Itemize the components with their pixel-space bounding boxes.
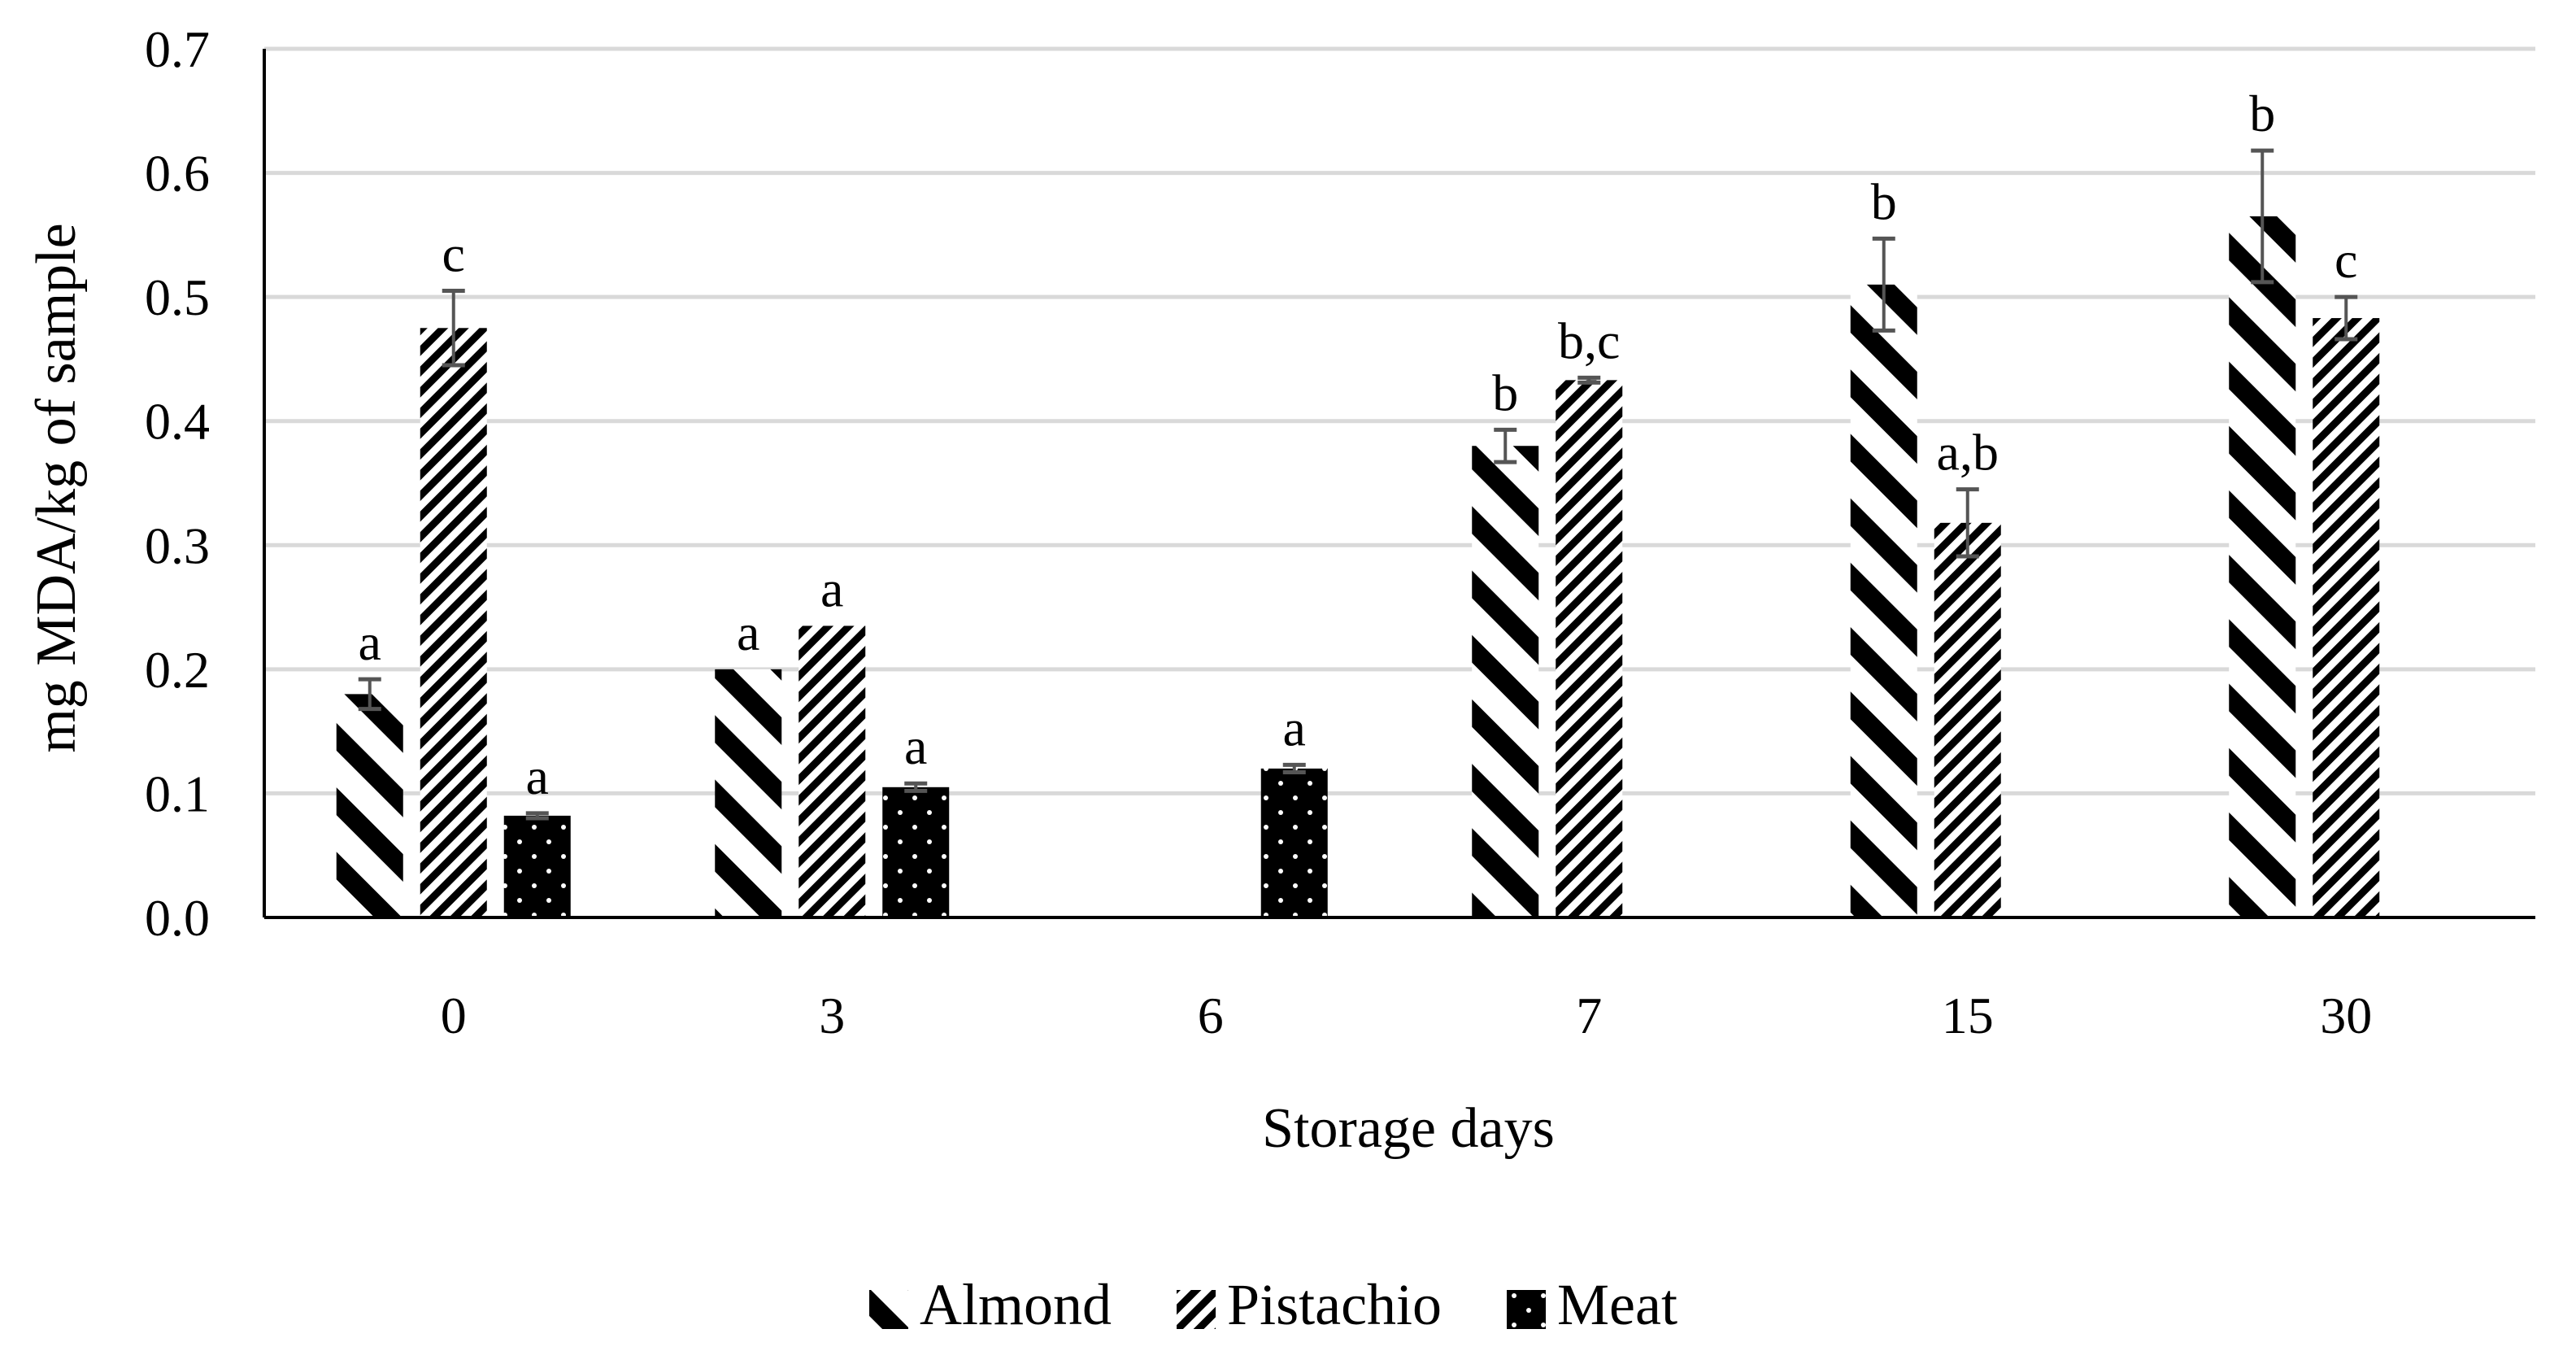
significance-label: c — [442, 225, 465, 283]
bar-almond — [2229, 216, 2296, 917]
legend-label: Pistachio — [1227, 1272, 1442, 1337]
x-tick-label: 7 — [1576, 987, 1602, 1044]
x-tick-label: 3 — [819, 987, 845, 1044]
bar-pistachio — [420, 328, 487, 917]
bar-pistachio — [1934, 522, 2001, 917]
x-tick-label: 6 — [1198, 987, 1224, 1044]
bar-meat — [1260, 768, 1328, 917]
bar-pistachio — [1556, 380, 1623, 917]
legend: Almond Pistachio Meat — [869, 1272, 1677, 1337]
y-tick-label: 0.3 — [145, 516, 210, 574]
legend-label: Meat — [1557, 1272, 1677, 1337]
significance-label: b — [2249, 85, 2275, 142]
significance-label: a — [904, 717, 927, 775]
legend-swatch — [1507, 1290, 1547, 1329]
legend-swatch — [1177, 1290, 1216, 1329]
y-tick-label: 0.4 — [145, 393, 210, 451]
significance-label: b — [1871, 172, 1897, 230]
x-tick-label: 0 — [441, 987, 467, 1044]
y-axis-title: mg MDA/kg of sample — [25, 223, 88, 752]
y-tick-label: 0.2 — [145, 641, 210, 699]
bar-almond — [336, 694, 403, 917]
significance-label: c — [2334, 231, 2357, 289]
x-tick-label: 15 — [1942, 987, 1994, 1044]
significance-label: b — [1492, 364, 1518, 421]
legend-swatch — [869, 1290, 909, 1329]
y-tick-label: 0.0 — [145, 889, 210, 947]
legend-item-pistachio: Pistachio — [1177, 1272, 1442, 1337]
bar-pistachio — [798, 625, 866, 917]
significance-label: a — [737, 604, 759, 661]
gridlines — [264, 46, 2535, 795]
x-axis-title: Storage days — [1262, 1097, 1555, 1160]
y-tick-label: 0.1 — [145, 765, 210, 822]
significance-label: a — [1283, 699, 1306, 756]
bar-meat — [503, 815, 571, 917]
bar-almond — [715, 669, 782, 917]
bars — [336, 216, 2380, 918]
bar-almond — [1472, 446, 1539, 917]
y-tick-label: 0.5 — [145, 268, 210, 326]
bar-meat — [882, 787, 950, 917]
x-axis-ticks: 0 3 6 7 15 30 — [441, 987, 2373, 1044]
error-bars — [358, 148, 2358, 821]
significance-labels: a c a a a a a b b,c b a,b b c — [359, 85, 2358, 805]
significance-label: a — [526, 747, 549, 805]
significance-label: a — [359, 613, 381, 671]
legend-item-meat: Meat — [1507, 1272, 1677, 1337]
y-axis-ticks: 0.0 0.1 0.2 0.3 0.4 0.5 0.6 0.7 — [145, 20, 210, 947]
significance-label: a — [820, 560, 843, 617]
bar-almond — [1850, 284, 1917, 917]
legend-item-almond: Almond — [869, 1272, 1112, 1337]
x-tick-label: 30 — [2320, 987, 2372, 1044]
bar-pistachio — [2313, 318, 2380, 918]
legend-label: Almond — [920, 1272, 1112, 1337]
y-tick-label: 0.7 — [145, 20, 210, 78]
significance-label: b,c — [1558, 312, 1620, 369]
significance-label: a,b — [1937, 424, 1999, 482]
y-tick-label: 0.6 — [145, 145, 210, 203]
